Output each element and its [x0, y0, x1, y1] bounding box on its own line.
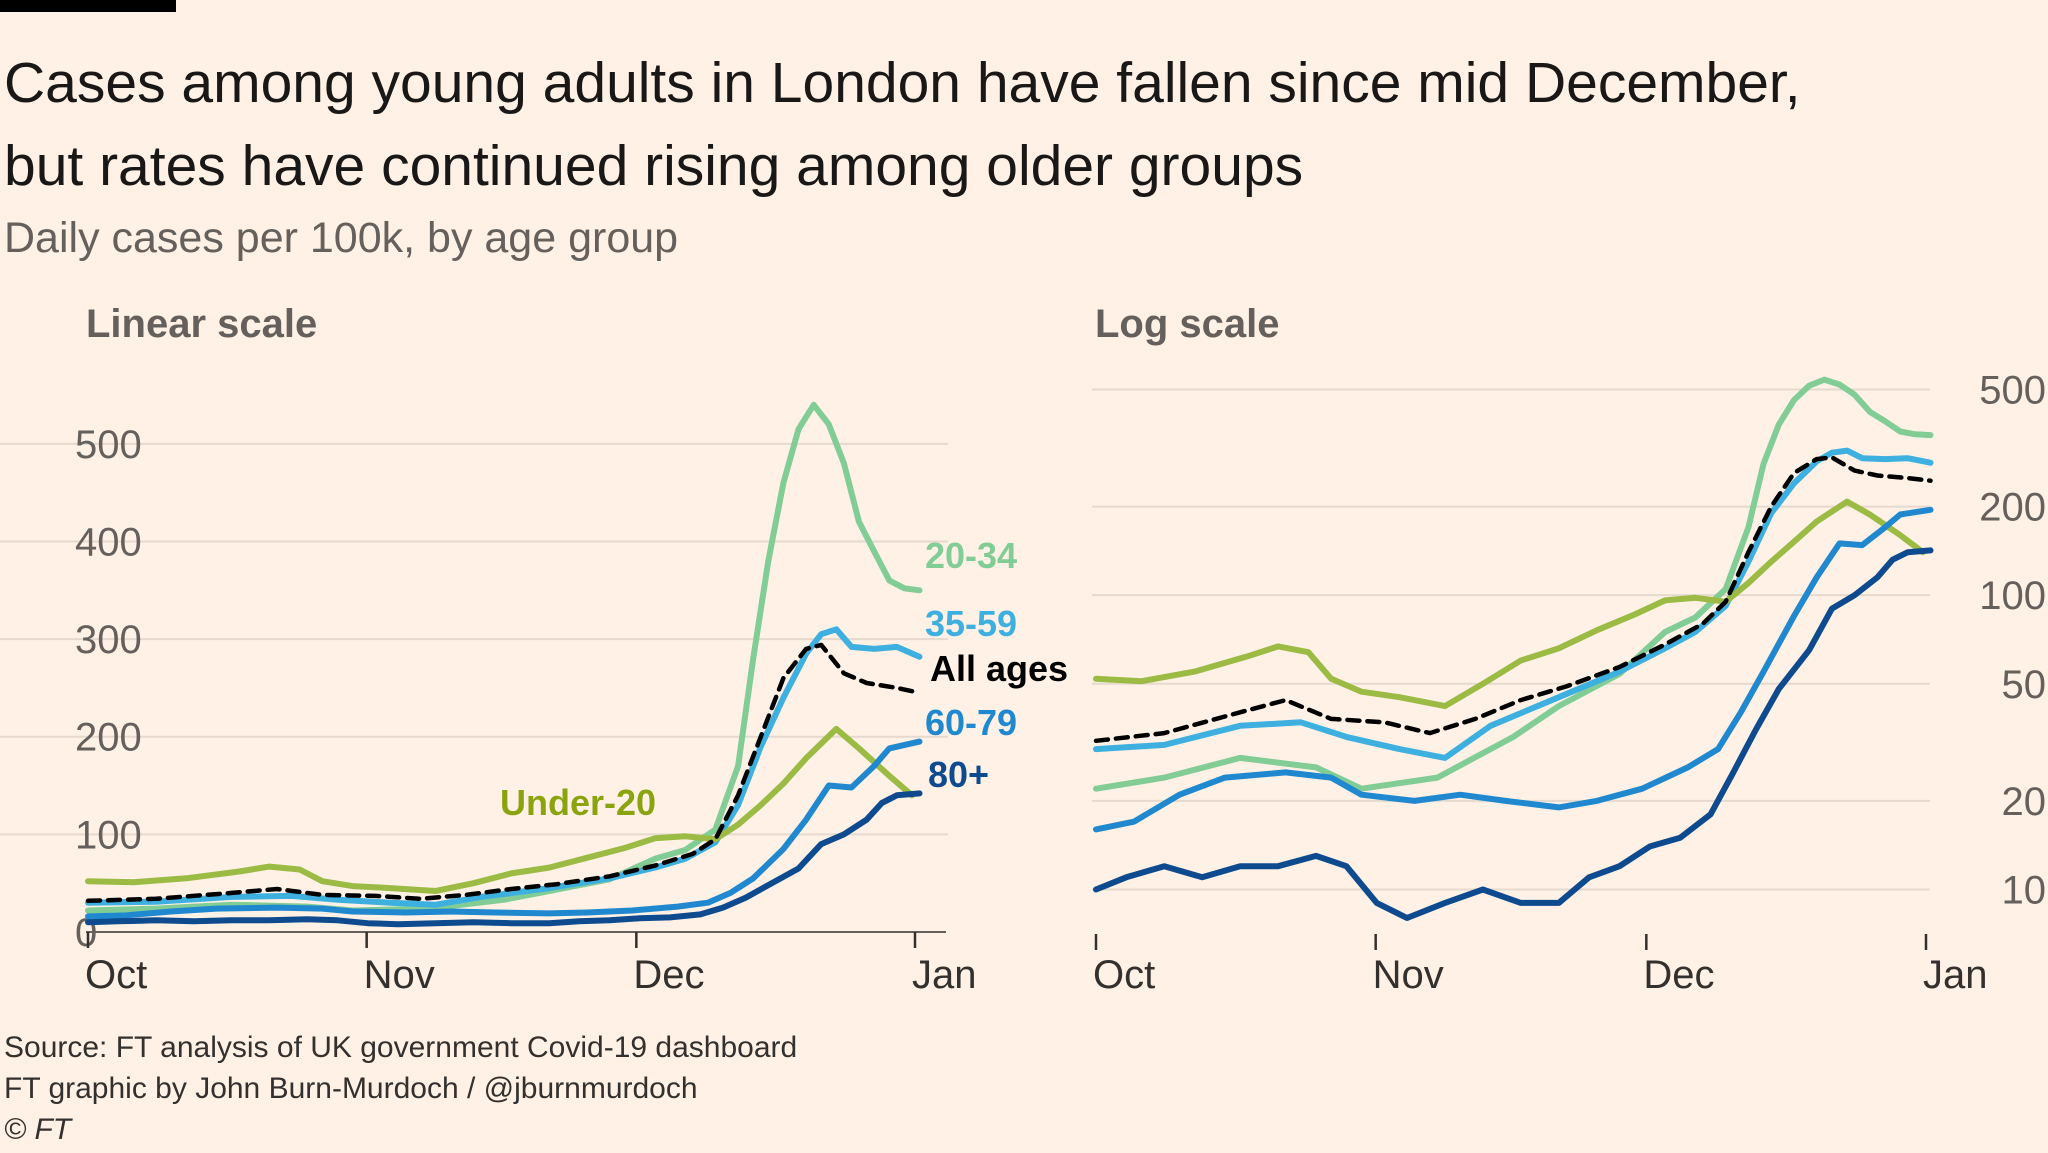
series-label-under20: Under-20: [500, 782, 656, 823]
series-line-log-age60_79: [1093, 506, 1934, 833]
x-tick-label-linear-3: Jan: [912, 953, 977, 997]
y-tick-label-linear-100: 100: [75, 813, 142, 857]
series-line-linear-age35_59: [85, 626, 923, 908]
x-tick-label-log-2: Dec: [1643, 953, 1714, 997]
series-line-log-all_ages: [1093, 455, 1933, 744]
series-line-linear-age80plus: [85, 790, 923, 928]
y-tick-label-log-500: 500: [1979, 368, 2046, 412]
series-line-linear-age60_79: [85, 738, 923, 920]
series-label-age35_59: 35-59: [925, 603, 1017, 644]
x-tick-label-log-0: Oct: [1093, 953, 1155, 997]
series-line-log-age80plus: [1093, 547, 1934, 921]
y-tick-label-linear-500: 500: [75, 423, 142, 467]
title-line-2: but rates have continued rising among ol…: [4, 134, 1304, 198]
series-line-log-age20_34: [1093, 376, 1934, 792]
series-line-log-age35_59: [1093, 447, 1934, 761]
x-tick-label-linear-0: Oct: [85, 953, 147, 997]
x-tick-label-linear-1: Nov: [364, 953, 435, 997]
series-line-linear-under20: [85, 725, 915, 894]
ft-brand-bar: [0, 0, 176, 12]
series-label-age20_34: 20-34: [925, 535, 1017, 576]
y-tick-label-log-100: 100: [1979, 574, 2046, 618]
chart-subtitle: Daily cases per 100k, by age group: [4, 214, 679, 262]
panel-title-linear: Linear scale: [86, 302, 317, 346]
graphic-credit: FT graphic by John Burn-Murdoch / @jburn…: [4, 1072, 698, 1105]
source-note: Source: FT analysis of UK government Cov…: [4, 1031, 798, 1064]
y-tick-label-log-20: 20: [2002, 780, 2047, 824]
series-label-age80plus: 80+: [928, 754, 989, 795]
title-line-1: Cases among young adults in London have …: [4, 51, 1801, 115]
chart-footer: Source: FT analysis of UK government Cov…: [4, 1027, 797, 1150]
series-line-linear-all_ages: [85, 642, 922, 904]
y-tick-label-log-50: 50: [2002, 663, 2047, 707]
chart-title: Cases among young adults in London have …: [4, 42, 2004, 208]
series-label-all_ages: All ages: [930, 648, 1068, 689]
copyright: © FT: [4, 1113, 72, 1146]
x-tick-label-log-1: Nov: [1373, 953, 1444, 997]
y-tick-label-linear-200: 200: [75, 716, 142, 760]
series-label-age60_79: 60-79: [925, 702, 1017, 743]
y-tick-label-linear-400: 400: [75, 520, 142, 564]
panel-title-log: Log scale: [1095, 302, 1280, 346]
x-tick-label-linear-2: Dec: [633, 953, 704, 997]
y-tick-label-log-200: 200: [1979, 486, 2046, 530]
x-tick-label-log-3: Jan: [1923, 953, 1988, 997]
y-tick-label-linear-300: 300: [75, 618, 142, 662]
series-line-log-under20: [1093, 498, 1926, 710]
y-tick-label-log-10: 10: [2002, 868, 2047, 912]
